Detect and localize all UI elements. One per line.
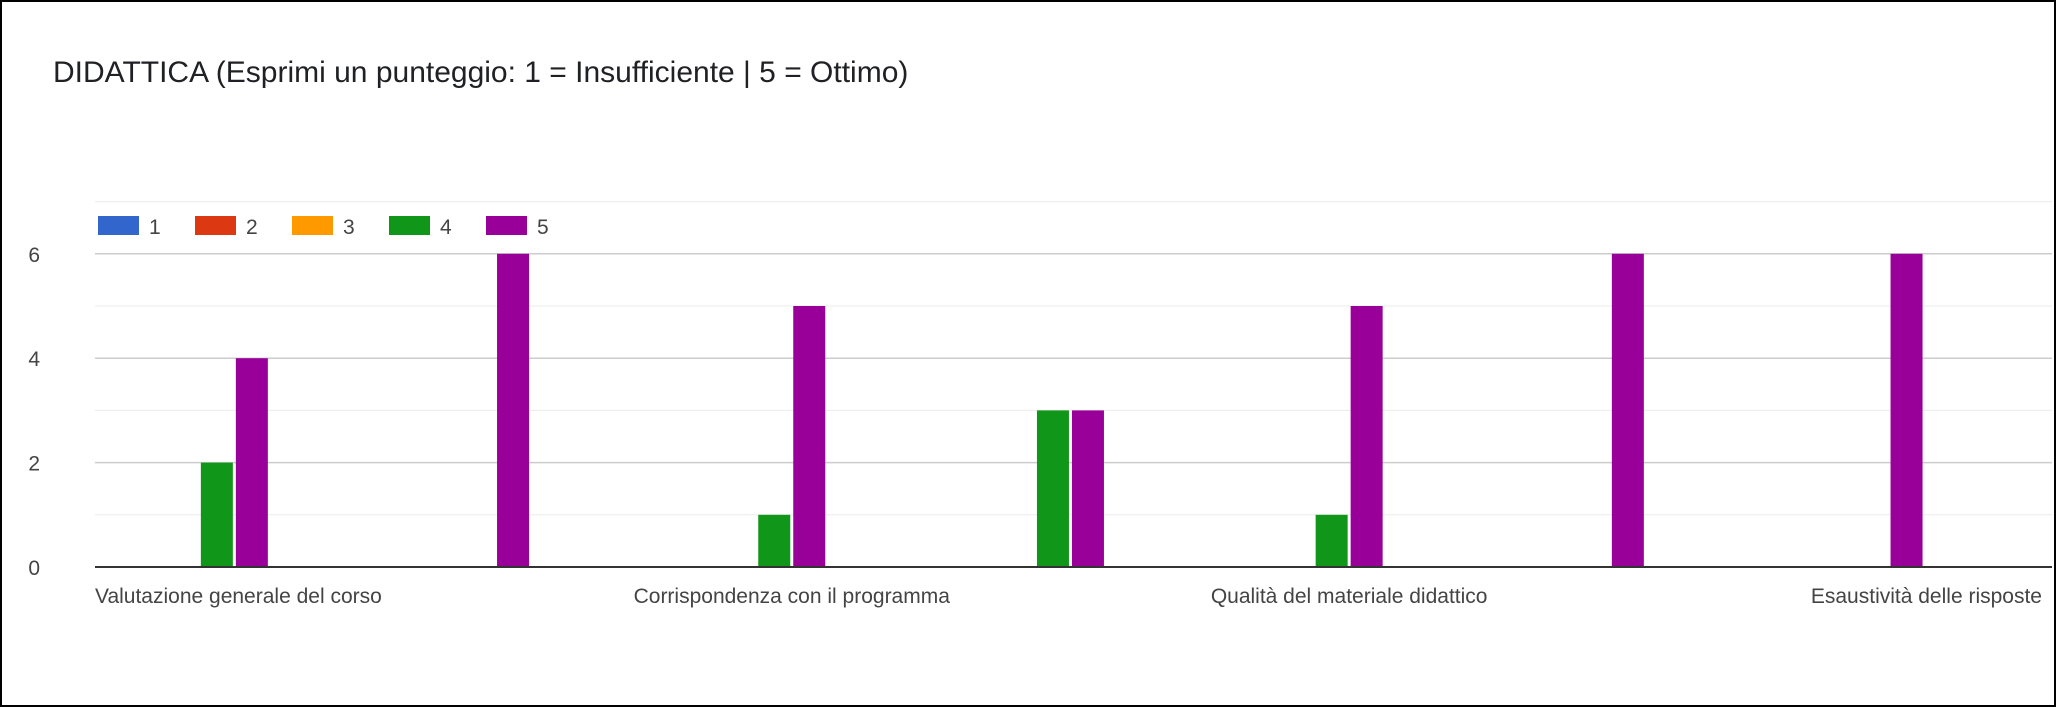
legend-swatch-5 [486, 216, 527, 235]
category-labels: Valutazione generale del corso Corrispond… [95, 585, 2042, 608]
bar-series-5 [1071, 410, 1104, 567]
y-axis-ticks: 0 2 4 6 [28, 244, 40, 580]
y-tick-label: 4 [28, 348, 40, 371]
y-tick-label: 6 [28, 244, 40, 267]
bar-series-5 [793, 306, 826, 567]
category-label: Esaustività delle risposte [1811, 585, 2042, 608]
bar-series-4 [200, 462, 233, 567]
legend-label: 2 [246, 216, 258, 239]
bar-series-5 [1890, 253, 1923, 568]
legend-label: 5 [537, 216, 549, 239]
bar-series-4 [1315, 514, 1348, 567]
y-tick-label: 0 [28, 557, 40, 580]
legend-label: 4 [440, 216, 452, 239]
bar-series-5 [1350, 306, 1383, 567]
y-tick-label: 2 [28, 453, 40, 476]
legend: 1 2 3 4 5 [98, 216, 549, 239]
category-label: Qualità del materiale didattico [1211, 585, 1488, 608]
bar-series-5 [497, 253, 530, 568]
legend-swatch-3 [292, 216, 333, 235]
category-label: Corrispondenza con il programma [634, 585, 951, 608]
legend-label: 3 [343, 216, 355, 239]
bar-series-5 [235, 358, 268, 567]
bar-series-4 [1036, 410, 1069, 567]
category-label: Valutazione generale del corso [95, 585, 382, 608]
bars [200, 253, 1923, 568]
legend-label: 1 [149, 216, 161, 239]
legend-swatch-2 [195, 216, 236, 235]
chart-title: DIDATTICA (Esprimi un punteggio: 1 = Ins… [53, 56, 909, 89]
legend-swatch-4 [389, 216, 430, 235]
legend-swatch-1 [98, 216, 139, 235]
bar-series-5 [1611, 253, 1644, 568]
bar-series-4 [758, 514, 791, 567]
